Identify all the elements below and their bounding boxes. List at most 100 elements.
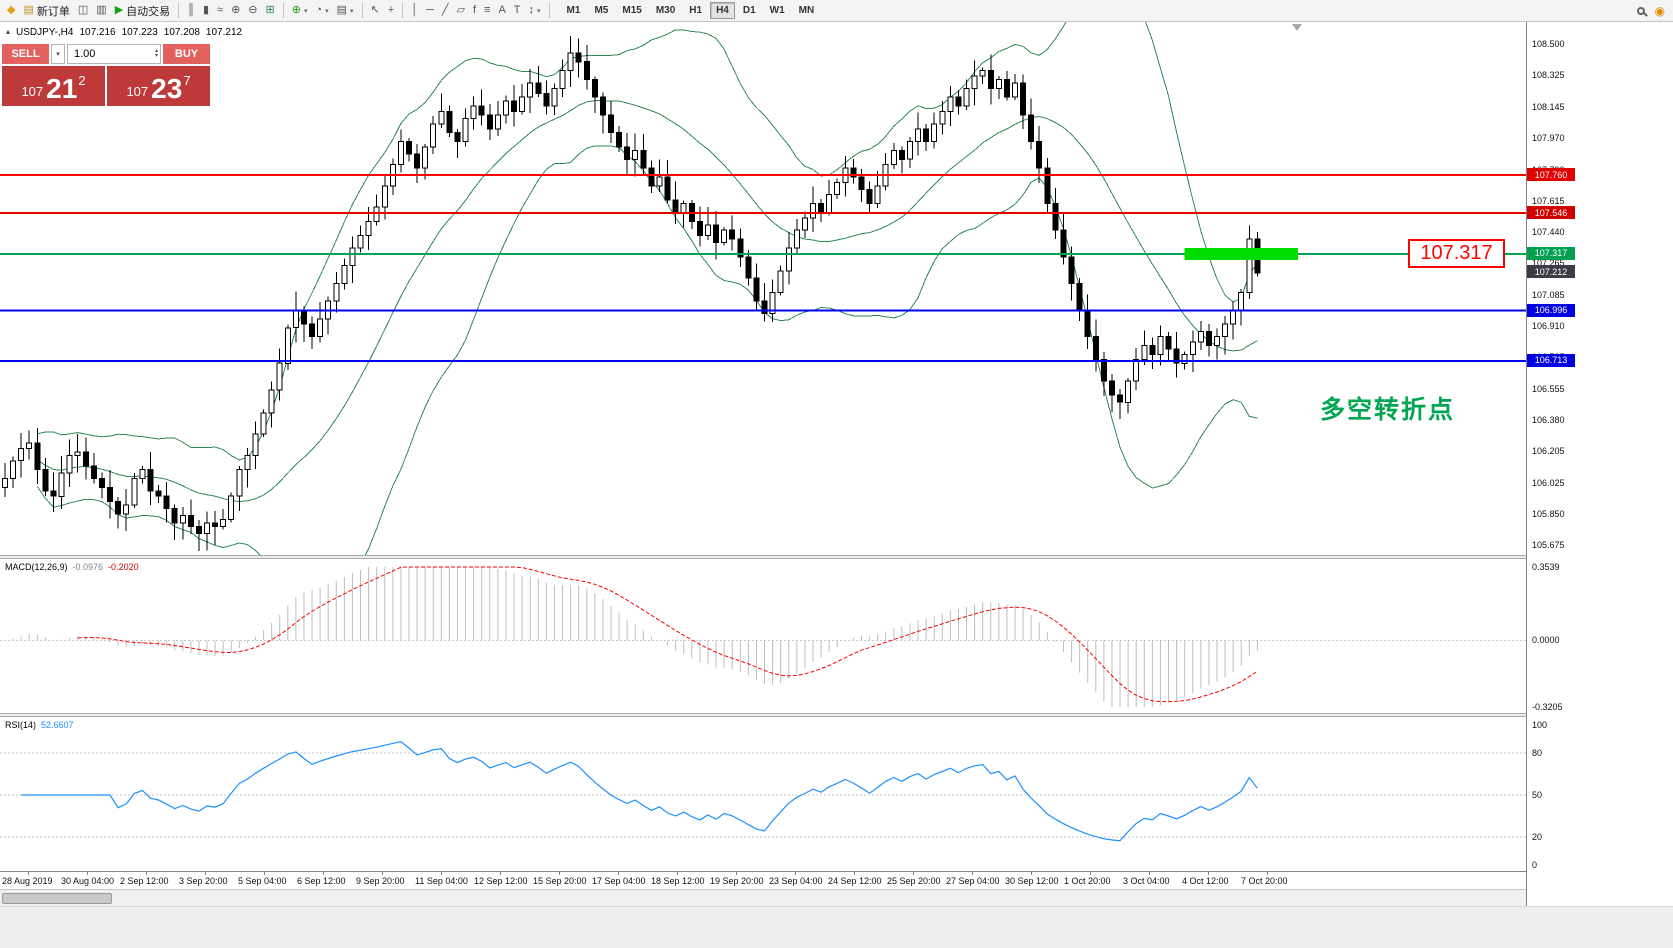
- cursor-icon[interactable]: ↖: [367, 2, 384, 20]
- horizontal-line-icon[interactable]: ─: [422, 2, 438, 20]
- price-axis-label: 106.910: [1532, 320, 1565, 331]
- label-icon[interactable]: T: [510, 2, 525, 20]
- panel-splitter[interactable]: [0, 555, 1526, 559]
- periods-button[interactable]: ◔ ▾: [311, 2, 332, 20]
- time-axis-label: 30 Sep 12:00: [1005, 876, 1059, 886]
- timeframe-h4-button[interactable]: H4: [710, 2, 735, 19]
- toolbar-separator: [548, 3, 550, 18]
- fibonacci-icon: f: [472, 4, 477, 16]
- indicators-icon: ⊕: [291, 4, 301, 16]
- buy-price-display[interactable]: 107 23 7: [107, 66, 210, 106]
- text-icon[interactable]: A: [494, 2, 509, 20]
- macd-axis-label: 0.3539: [1532, 562, 1560, 572]
- tile-windows-icon[interactable]: ⊞: [262, 2, 279, 20]
- periods-icon: ◔: [315, 4, 323, 16]
- time-axis-label: 12 Sep 12:00: [474, 876, 528, 886]
- timeframe-m30-button[interactable]: M30: [655, 5, 676, 16]
- volume-spinner[interactable]: ▴ ▾: [154, 48, 158, 59]
- timeframe-d1-button[interactable]: D1: [742, 5, 756, 16]
- crosshair-icon[interactable]: +: [384, 2, 398, 20]
- horizontal-scrollbar[interactable]: [0, 889, 1673, 906]
- tile-windows-icon: ⊞: [265, 4, 275, 16]
- app-icon[interactable]: ◆: [3, 2, 19, 20]
- time-axis-tick: [205, 872, 206, 875]
- chart-high-value: 107.223: [121, 27, 158, 38]
- templates-button[interactable]: ▤ ▾: [333, 2, 358, 20]
- text-icon: A: [498, 4, 506, 16]
- profiles-icon[interactable]: ▥: [92, 2, 110, 20]
- level-price-tag: 107.760: [1527, 168, 1575, 182]
- community-icon[interactable]: ◉: [1654, 4, 1665, 18]
- sell-price-figure: 107: [21, 84, 44, 99]
- trendline-icon: ╱: [441, 4, 449, 16]
- timeframe-h1-button[interactable]: H1: [689, 5, 703, 16]
- chart-window-icon[interactable]: ◫: [74, 2, 92, 20]
- buy-button[interactable]: BUY: [163, 44, 210, 64]
- turning-point-note[interactable]: 多空转折点: [1320, 396, 1456, 424]
- timeframe-m5-button[interactable]: M5: [594, 5, 609, 16]
- sell-price-display[interactable]: 107 21 2: [2, 66, 105, 106]
- level-price-tag: 106.996: [1527, 303, 1575, 317]
- time-axis-tick: [28, 872, 29, 875]
- time-axis-label: 25 Sep 20:00: [887, 876, 941, 886]
- price-axis-label: 106.205: [1532, 446, 1565, 456]
- arrows-icon[interactable]: ↕ ▾: [525, 2, 545, 20]
- timeframe-mn-button[interactable]: MN: [798, 5, 815, 16]
- time-axis-label: 4 Oct 12:00: [1182, 876, 1229, 886]
- indicators-button[interactable]: ⊕ ▾: [288, 2, 312, 20]
- time-axis-label: 27 Sep 04:00: [946, 876, 1000, 886]
- time-axis-label: 3 Sep 20:00: [179, 876, 228, 886]
- channel-icon[interactable]: ▱: [453, 2, 469, 20]
- rsi-panel[interactable]: [0, 717, 1526, 871]
- timeframe-toolbar: M1 M5 M15 M30 H1 H4 D1 W1 MN: [560, 2, 822, 19]
- price-axis-label: 107.970: [1532, 132, 1565, 143]
- timeframe-m1-button[interactable]: M1: [566, 5, 581, 16]
- candlestick-chart-icon[interactable]: ▮: [199, 2, 213, 20]
- rsi-axis-label: 80: [1532, 748, 1543, 758]
- price-axis-label: 107.265: [1532, 258, 1565, 269]
- price-callout[interactable]: 107.317: [1408, 239, 1505, 268]
- profiles-icon: ▥: [96, 4, 107, 16]
- templates-icon: ▤: [336, 4, 348, 16]
- timeframe-w1-button[interactable]: W1: [769, 5, 785, 16]
- sell-price-point: 2: [78, 73, 86, 88]
- volume-input[interactable]: 1.00 ▴ ▾: [67, 44, 161, 64]
- autotrading-button[interactable]: ▶ 自动交易: [111, 2, 174, 20]
- vertical-line-icon[interactable]: │: [407, 2, 422, 20]
- timeframe-m15-button[interactable]: M15: [622, 5, 642, 16]
- line-chart-icon: ≈: [217, 4, 224, 16]
- time-axis-tick: [264, 872, 265, 875]
- label-icon: T: [513, 4, 521, 16]
- arrows-icon: ↕: [528, 4, 535, 16]
- new-order-button[interactable]: ▤ 新订单: [19, 2, 73, 20]
- time-axis-tick: [323, 872, 324, 875]
- time-axis-label: 9 Sep 20:00: [356, 876, 405, 886]
- fibonacci-icon[interactable]: f: [469, 2, 480, 20]
- time-axis-tick: [795, 872, 796, 875]
- line-chart-icon[interactable]: ≈: [213, 2, 227, 20]
- rsi-value: 52.6607: [41, 720, 74, 730]
- zoom-in-icon[interactable]: ⊕: [227, 2, 244, 20]
- chart-open-value: 107.216: [79, 27, 116, 38]
- time-axis-label: 24 Sep 12:00: [828, 876, 882, 886]
- time-axis-tick: [441, 872, 442, 875]
- rsi-header: RSI(14) 52.6607: [5, 720, 74, 730]
- bar-chart-icon: ║: [187, 4, 195, 16]
- trendline-icon[interactable]: ╱: [438, 2, 453, 20]
- panel-splitter[interactable]: [0, 713, 1526, 717]
- macd-panel[interactable]: [0, 559, 1526, 713]
- spinner-down-icon[interactable]: ▾: [154, 53, 158, 59]
- bar-chart-icon[interactable]: ║: [183, 2, 199, 20]
- zoom-out-icon[interactable]: ⊖: [244, 2, 261, 20]
- shapes-icon[interactable]: ≡: [480, 2, 494, 20]
- price-chart[interactable]: [0, 0, 1526, 607]
- scrollbar-thumb[interactable]: [2, 893, 112, 904]
- volume-dropdown[interactable]: ▾: [51, 44, 65, 64]
- spinner-up-icon[interactable]: ▴: [154, 48, 158, 54]
- time-axis-label: 3 Oct 04:00: [1123, 876, 1170, 886]
- search-icon[interactable]: [1636, 7, 1645, 15]
- sell-button[interactable]: SELL: [2, 44, 49, 64]
- level-price-tag: 107.546: [1527, 206, 1575, 220]
- chart-symbol-period: USDJPY-,H4: [16, 27, 74, 38]
- price-axis-label: 106.555: [1532, 383, 1565, 394]
